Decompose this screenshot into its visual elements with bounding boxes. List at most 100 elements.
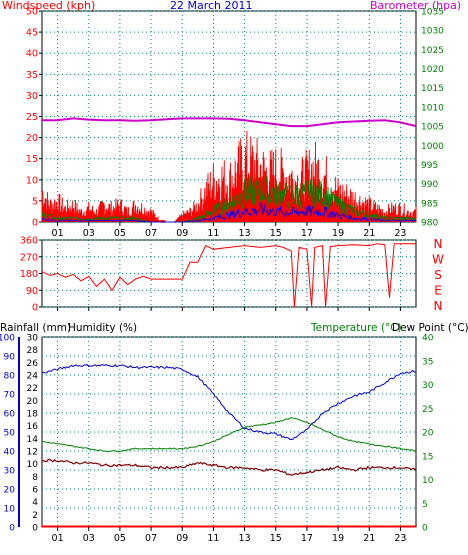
baro-y-tick-label: 1030	[421, 27, 444, 37]
temperature-label: Temperature (°C)	[310, 322, 402, 334]
x-tick-label: 17	[301, 533, 313, 544]
rain-y-tick-label: 20	[4, 486, 16, 496]
dewpoint-label: Dew Point (°C)	[392, 322, 468, 334]
baro-y-tick-label: 1025	[421, 46, 444, 56]
baro-y-tick-label: 985	[421, 199, 438, 209]
x-tick-label: 07	[145, 533, 157, 544]
temp-y-tick-label: 10	[422, 476, 434, 486]
x-tick-label: 01	[52, 228, 64, 239]
x-tick-label: 09	[176, 533, 188, 544]
temp-y-tick-label: 35	[422, 357, 433, 367]
baro-y-tick-label: 1005	[421, 123, 444, 133]
x-tick-label: 01	[52, 533, 64, 544]
humidity-y-tick-label: 28	[27, 346, 39, 356]
wind-y-tick-label: 20	[26, 133, 38, 144]
rain-y-tick-label: 90	[4, 353, 16, 363]
x-tick-label: 19	[332, 533, 344, 544]
rain-y-tick-label: 40	[4, 448, 16, 458]
rain-y-tick-label: 0	[9, 524, 15, 534]
humidity-y-tick-label: 10	[27, 460, 39, 470]
baro-y-tick-label: 1020	[421, 65, 444, 75]
x-tick-label: 05	[114, 228, 126, 239]
barometer-series	[42, 117, 417, 128]
humidity-y-tick-label: 22	[27, 384, 38, 394]
rain-y-tick-label: 70	[4, 391, 16, 401]
wind-y-tick-label: 35	[26, 70, 38, 81]
wind-y-tick-label: 30	[26, 91, 38, 102]
temperature-series	[41, 416, 417, 453]
wind-y-tick-label: 45	[26, 28, 38, 39]
rain-y-tick-label: 100	[0, 334, 15, 344]
wind-gust-series	[41, 130, 417, 224]
rain-y-tick-label: 80	[4, 372, 16, 382]
humidity-y-tick-label: 2	[32, 511, 38, 521]
wind-y-tick-label: 0	[32, 218, 38, 229]
x-tick-label: 15	[270, 228, 282, 239]
x-tick-label: 13	[239, 228, 251, 239]
temp-y-tick-label: 5	[422, 500, 428, 510]
direction-series	[41, 243, 416, 308]
humidity-y-tick-label: 14	[27, 435, 39, 445]
x-tick-label: 07	[145, 228, 157, 239]
rain-y-tick-label: 30	[4, 467, 16, 477]
baro-y-tick-label: 1010	[421, 103, 444, 113]
baro-y-tick-label: 980	[421, 219, 438, 229]
rainfall-label: Rainfall (mm)	[0, 322, 71, 334]
x-tick-label: 13	[239, 533, 251, 544]
temp-y-tick-label: 20	[422, 429, 434, 439]
x-tick-label: 03	[83, 533, 95, 544]
baro-y-tick-label: 995	[421, 161, 438, 171]
x-tick-label: 15	[270, 533, 282, 544]
x-tick-label: 23	[394, 533, 406, 544]
compass-label: E	[434, 284, 442, 298]
x-tick-label: 09	[176, 228, 188, 239]
temp-y-tick-label: 15	[422, 452, 433, 462]
temp-y-tick-label: 0	[422, 524, 428, 534]
wind-y-tick-label: 15	[26, 154, 38, 165]
temp-y-tick-label: 25	[422, 405, 433, 415]
humidity-y-tick-label: 4	[32, 498, 38, 508]
humidity-series	[41, 363, 417, 440]
wind-y-tick-label: 10	[26, 175, 38, 186]
x-tick-label: 21	[363, 533, 375, 544]
windspeed-label: Windspeed (kph)	[2, 0, 95, 12]
wind-y-tick-label: 50	[26, 7, 38, 18]
wind-y-tick-label: 40	[26, 49, 38, 60]
humidity-y-tick-label: 30	[27, 334, 39, 344]
humidity-y-tick-label: 24	[27, 372, 39, 382]
humidity-y-tick-label: 0	[32, 524, 38, 534]
wind-y-tick-label: 25	[26, 112, 38, 123]
rain-y-tick-label: 60	[4, 410, 16, 420]
compass-label: W	[432, 253, 444, 267]
baro-y-tick-label: 990	[421, 180, 438, 190]
wind-average-series	[41, 176, 417, 223]
chart-date-title: 22 March 2011	[170, 0, 253, 12]
compass-label: S	[434, 268, 442, 282]
x-tick-label: 05	[114, 533, 126, 544]
baro-y-tick-label: 1015	[421, 84, 444, 94]
compass-label: N	[434, 237, 443, 251]
direction-y-tick-label: 270	[20, 252, 38, 263]
direction-y-tick-label: 180	[20, 269, 38, 280]
baro-y-tick-label: 1000	[421, 142, 444, 152]
x-tick-label: 23	[394, 228, 406, 239]
direction-y-tick-label: 90	[26, 286, 38, 297]
temp-y-tick-label: 30	[422, 381, 434, 391]
humidity-y-tick-label: 8	[32, 473, 38, 483]
humidity-y-tick-label: 20	[27, 397, 39, 407]
dewpoint-series	[41, 458, 417, 476]
humidity-y-tick-label: 12	[27, 448, 38, 458]
barometer-label: Barometer (hpa)	[370, 0, 461, 12]
humidity-y-tick-label: 18	[27, 410, 39, 420]
rain-y-tick-label: 50	[4, 429, 16, 439]
x-tick-label: 19	[332, 228, 344, 239]
direction-y-tick-label: 360	[20, 236, 38, 247]
compass-label: N	[434, 299, 443, 313]
wind-y-tick-label: 5	[32, 196, 38, 207]
rain-y-tick-label: 10	[4, 505, 16, 515]
direction-y-tick-label: 0	[32, 303, 38, 314]
wind-low-series	[41, 202, 417, 223]
humidity-y-tick-label: 26	[27, 359, 39, 369]
humidity-y-tick-label: 6	[32, 486, 38, 496]
x-tick-label: 17	[301, 228, 313, 239]
